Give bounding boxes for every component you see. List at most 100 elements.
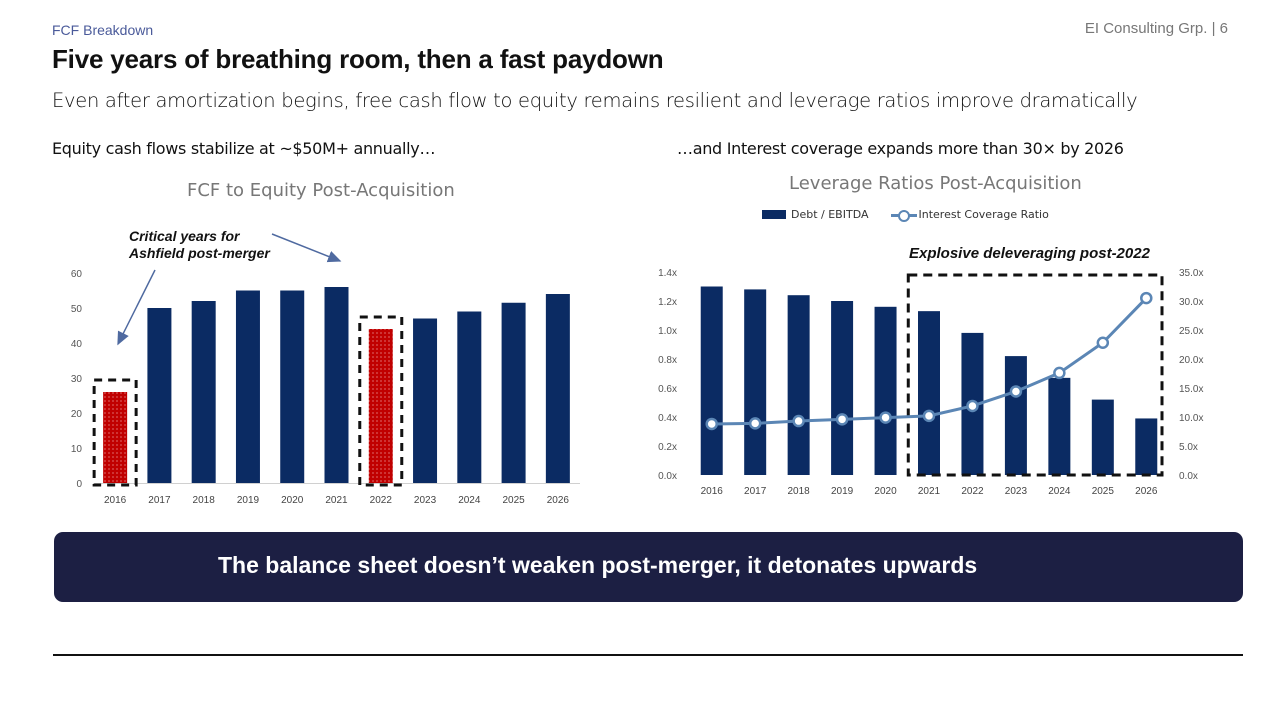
bar-debt-ebitda-2021 <box>918 311 940 475</box>
highlight-box-post-2021 <box>906 273 1164 477</box>
y-right-tick-label: 10.0x <box>1179 413 1203 424</box>
bar-debt-ebitda-2020 <box>874 306 897 475</box>
y-left-tick-label: 0.4x <box>658 413 677 424</box>
bar-fcf-2018 <box>191 301 216 483</box>
bar-debt-ebitda-2017 <box>744 289 767 475</box>
x-tick-label: 2024 <box>458 495 481 506</box>
x-tick-label: 2016 <box>701 486 724 497</box>
y-right-tick-label: 25.0x <box>1179 326 1203 337</box>
annotation-arrow-2022 <box>271 233 342 263</box>
y-left-tick-label: 0.0x <box>658 471 677 482</box>
y-left-tick-label: 0.6x <box>658 384 677 395</box>
x-tick-label: 2025 <box>502 495 525 506</box>
y-tick-label: 0 <box>76 479 82 490</box>
x-tick-label: 2019 <box>831 486 854 497</box>
y-left-tick-label: 0.8x <box>658 355 677 366</box>
x-tick-label: 2018 <box>788 486 811 497</box>
bar-fcf-2025 <box>501 302 526 483</box>
x-tick-label: 2017 <box>744 486 767 497</box>
x-tick-label: 2023 <box>1005 486 1028 497</box>
x-tick-label: 2022 <box>961 486 984 497</box>
x-tick-label: 2021 <box>918 486 941 497</box>
bar-debt-ebitda-2023 <box>1004 356 1027 475</box>
right-panel-caption: …and Interest coverage expands more than… <box>677 139 1124 158</box>
bar-fcf-2017 <box>147 308 172 483</box>
leverage-chart-legend: Debt / EBITDA Interest Coverage Ratio <box>762 208 1049 222</box>
coverage-point-2024 <box>1053 366 1066 380</box>
x-tick-label: 2022 <box>370 495 393 506</box>
key-takeaway-banner: The balance sheet doesn’t weaken post-me… <box>54 532 1243 602</box>
coverage-point-2023 <box>1009 385 1023 398</box>
coverage-point-2020 <box>879 411 892 424</box>
bar-fcf-2021 <box>324 287 349 483</box>
highlight-box-2016 <box>92 378 138 487</box>
y-tick-label: 10 <box>71 444 83 455</box>
y-tick-label: 60 <box>71 269 83 280</box>
legend-line-label: Interest Coverage Ratio <box>918 208 1049 221</box>
coverage-point-2017 <box>748 417 762 430</box>
deleveraging-annotation: Explosive deleveraging post-2022 <box>909 245 1150 262</box>
y-right-tick-label: 30.0x <box>1179 297 1203 308</box>
x-tick-label: 2018 <box>193 495 216 506</box>
fcf-bar-chart: 0 10 20 30 40 50 60 2016 2017 2018 2019 2020 2021 202… <box>71 233 580 506</box>
coverage-point-2022 <box>966 399 979 413</box>
footer-divider <box>53 654 1243 656</box>
bar-fcf-2022 <box>368 329 393 483</box>
legend-bar-swatch <box>762 210 786 219</box>
page-reference: EI Consulting Grp. | 6 <box>1084 20 1228 37</box>
bar-fcf-2023 <box>413 318 438 483</box>
x-tick-label: 2017 <box>148 495 171 506</box>
coverage-point-2018 <box>792 414 805 428</box>
x-tick-label: 2021 <box>325 495 348 506</box>
legend-bar-label: Debt / EBITDA <box>791 208 869 221</box>
coverage-point-2025 <box>1096 336 1110 350</box>
y-tick-label: 20 <box>71 409 83 420</box>
bar-debt-ebitda-2018 <box>787 295 810 475</box>
left-panel-caption: Equity cash flows stabilize at ~$50M+ an… <box>52 139 436 158</box>
y-tick-label: 30 <box>71 374 83 385</box>
y-right-tick-label: 20.0x <box>1179 355 1203 366</box>
x-tick-label: 2025 <box>1092 486 1115 497</box>
x-tick-label: 2023 <box>414 495 437 506</box>
legend-line-marker-icon <box>890 209 917 222</box>
x-tick-label: 2024 <box>1048 486 1071 497</box>
bar-debt-ebitda-2026 <box>1135 418 1158 475</box>
y-left-tick-label: 1.4x <box>658 268 677 279</box>
bar-fcf-2019 <box>235 290 260 483</box>
slide-subtitle: Even after amortization begins, free cas… <box>52 89 1138 112</box>
bar-debt-ebitda-2019 <box>831 301 854 475</box>
critical-years-annotation-line2: Ashfield post-merger <box>129 245 270 261</box>
critical-years-annotation: Critical years for Ashfield post-merger <box>129 228 270 262</box>
bar-debt-ebitda-2016 <box>700 286 723 475</box>
critical-years-annotation-line1: Critical years for <box>129 228 240 244</box>
x-tick-label: 2026 <box>1135 486 1158 497</box>
x-tick-label: 2019 <box>237 495 260 506</box>
bar-fcf-2016 <box>103 392 128 483</box>
section-label: FCF Breakdown <box>52 22 154 38</box>
y-tick-label: 40 <box>71 339 83 350</box>
coverage-point-2026 <box>1140 291 1153 305</box>
annotation-arrow-2016 <box>117 269 156 346</box>
bar-fcf-2026 <box>545 294 570 483</box>
coverage-point-2016 <box>705 417 718 431</box>
fcf-chart-title: FCF to Equity Post-Acquisition <box>187 180 455 201</box>
bar-fcf-2020 <box>280 290 305 483</box>
x-tick-label: 2016 <box>104 495 127 506</box>
slide-title: Five years of breathing room, then a fas… <box>52 44 664 74</box>
bar-fcf-2024 <box>457 311 482 483</box>
leverage-chart-title: Leverage Ratios Post-Acquisition <box>789 173 1082 194</box>
coverage-point-2019 <box>835 413 849 426</box>
y-right-tick-label: 5.0x <box>1179 442 1198 453</box>
bar-debt-ebitda-2024 <box>1048 377 1071 475</box>
y-left-tick-label: 1.0x <box>658 326 677 337</box>
y-right-tick-label: 35.0x <box>1179 268 1203 279</box>
x-tick-label: 2026 <box>547 495 570 506</box>
leverage-combo-chart: 0.0x 0.2x 0.4x 0.6x 0.8x 1.0x 1.2x 1.4x 0.0x 5.0x… <box>658 268 1203 497</box>
highlight-box-2022 <box>358 315 404 487</box>
x-tick-label: 2020 <box>281 495 304 506</box>
y-tick-label: 50 <box>71 304 83 315</box>
x-tick-label: 2020 <box>874 486 897 497</box>
y-right-tick-label: 0.0x <box>1179 471 1198 482</box>
key-takeaway-text: The balance sheet doesn’t weaken post-me… <box>218 552 978 578</box>
coverage-point-2021 <box>922 409 936 423</box>
